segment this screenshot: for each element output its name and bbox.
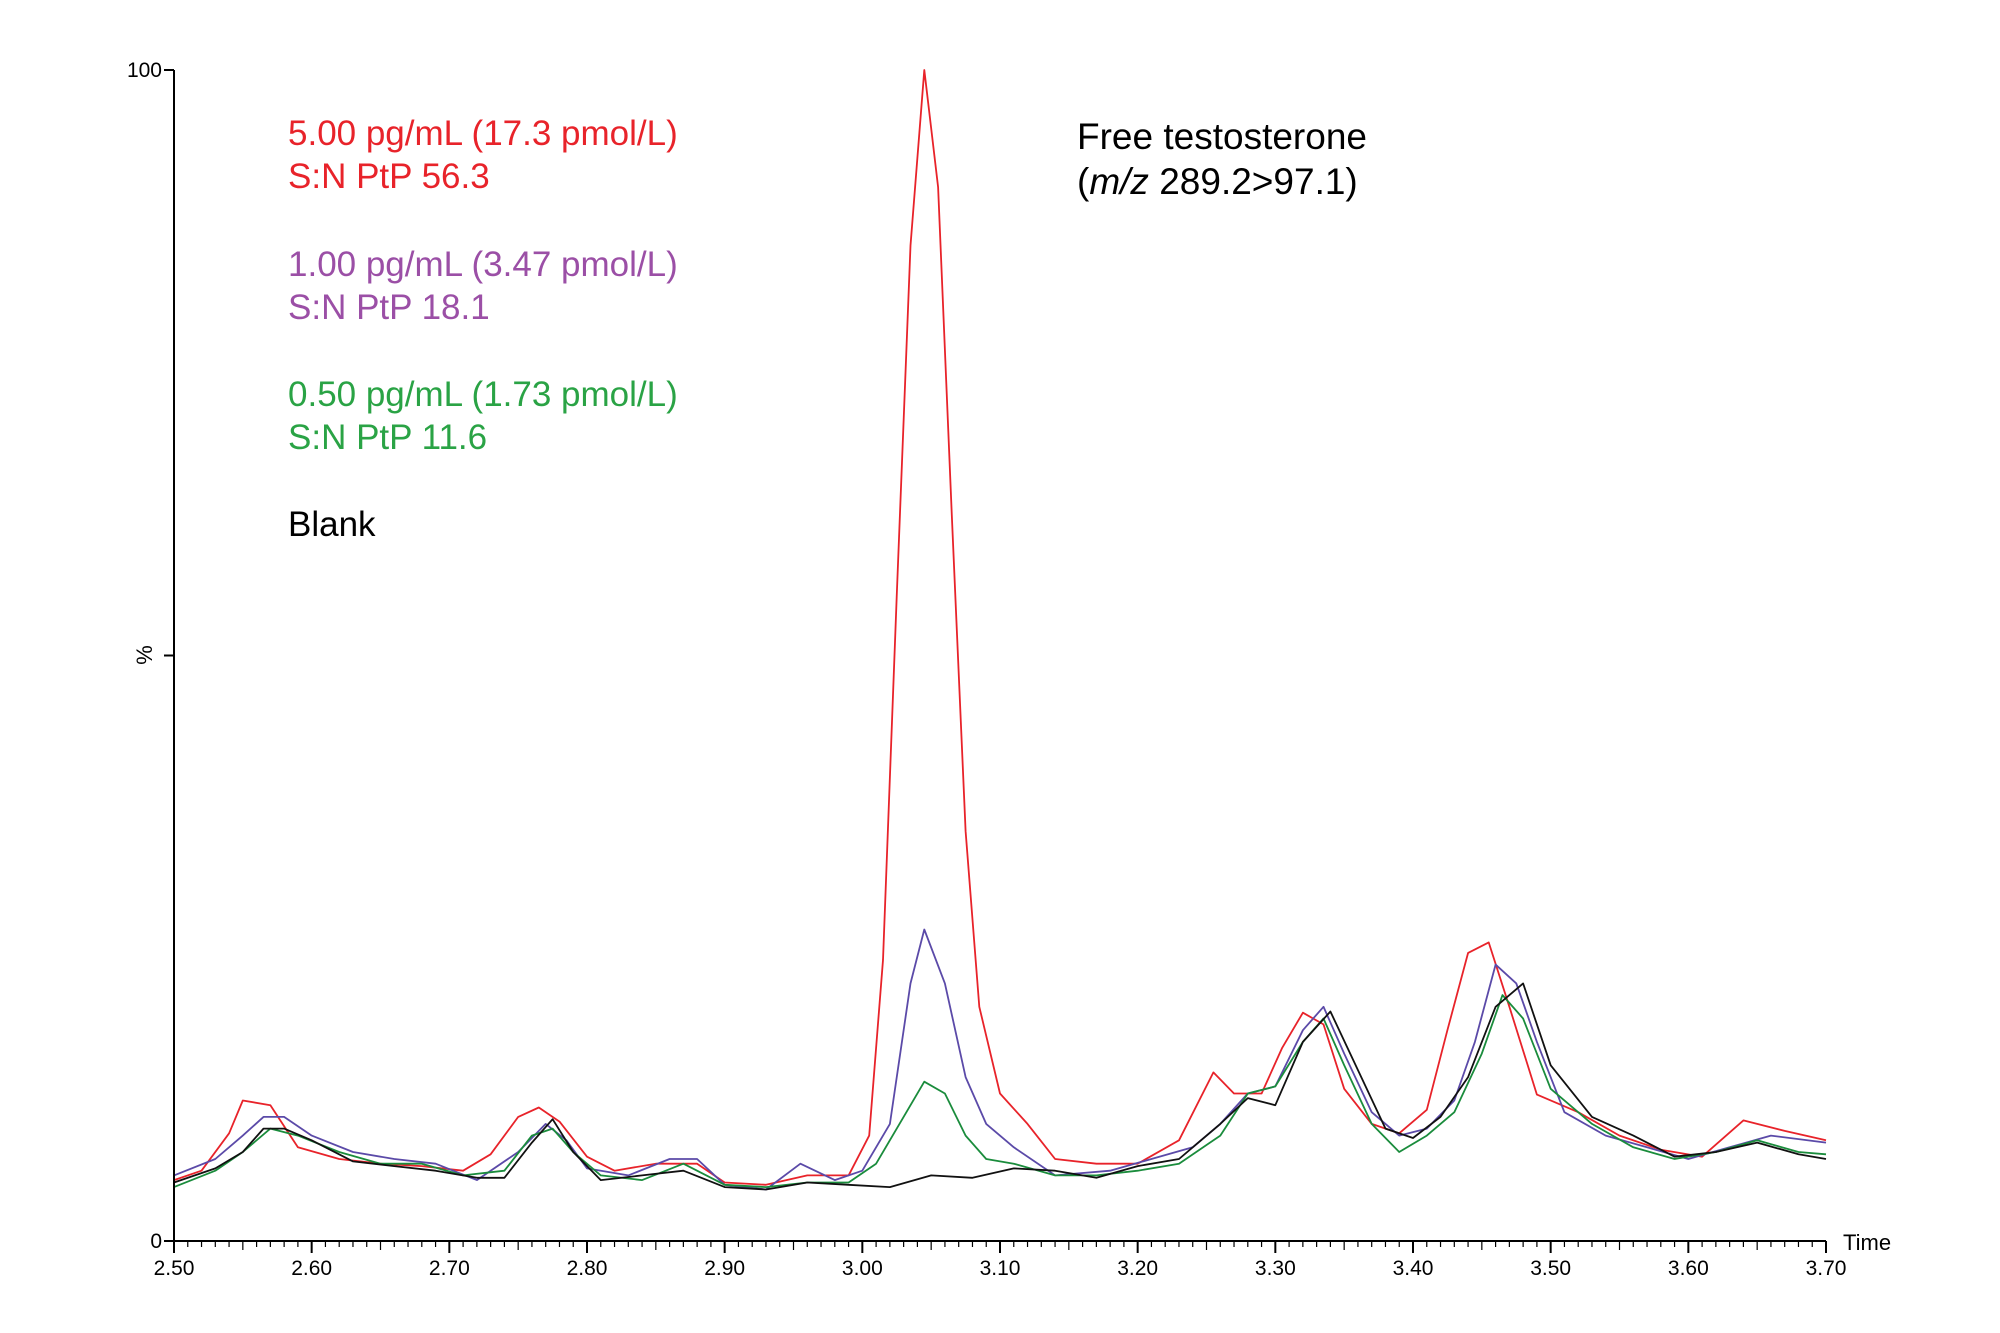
y-ticks: 0 100 [127,59,174,1253]
x-tick-label: 3.70 [1806,1257,1847,1280]
series-layer [173,69,1827,1191]
x-axis-label: Time [1843,1230,1891,1255]
series-1pg-purple [173,928,1827,1191]
x-tick-label: 3.50 [1530,1257,1571,1280]
legend-purple-line1: 1.00 pg/mL (3.47 pmol/L) [288,245,678,284]
subtitle-rest: 289.2>97.1) [1149,161,1358,202]
legend-green-line2: S:N PtP 11.6 [288,418,487,457]
x-tick-label: 2.70 [429,1257,470,1280]
x-tick-label: 3.30 [1255,1257,1296,1280]
y-tick-label: 100 [127,59,162,82]
chart-title: Free testosterone [1077,116,1367,157]
x-tick-label: 2.50 [154,1257,195,1280]
series-0.5pg-green [173,994,1827,1188]
subtitle-mz: m/z [1089,161,1149,202]
x-tick-label: 2.60 [291,1257,332,1280]
x-tick-label: 2.90 [704,1257,745,1280]
x-tick-label: 3.10 [980,1257,1021,1280]
series-5pg-red [173,69,1827,1186]
legend-red-line2: S:N PtP 56.3 [288,157,490,196]
x-tick-label: 3.40 [1393,1257,1434,1280]
x-tick-label: 3.20 [1117,1257,1158,1280]
subtitle-open: ( [1077,161,1090,202]
legend: 5.00 pg/mL (17.3 pmol/L) S:N PtP 56.3 1.… [288,114,678,544]
x-tick-label: 3.60 [1668,1257,1709,1280]
legend-purple-line2: S:N PtP 18.1 [288,288,490,327]
legend-red-line1: 5.00 pg/mL (17.3 pmol/L) [288,114,678,153]
series-blank-black [173,982,1827,1191]
legend-blank: Blank [288,505,376,544]
legend-green-line1: 0.50 pg/mL (1.73 pmol/L) [288,375,678,414]
x-tick-label: 3.00 [842,1257,883,1280]
y-axis-label: % [132,645,157,665]
x-tick-label: 2.80 [567,1257,608,1280]
y-tick-label: 0 [150,1230,162,1253]
x-ticks: 2.50 2.60 2.70 2.80 2.90 3.00 3.10 3.20 3.30 3.40… [154,1241,1847,1280]
chart-subtitle: (m/z 289.2>97.1) [1077,161,1358,202]
